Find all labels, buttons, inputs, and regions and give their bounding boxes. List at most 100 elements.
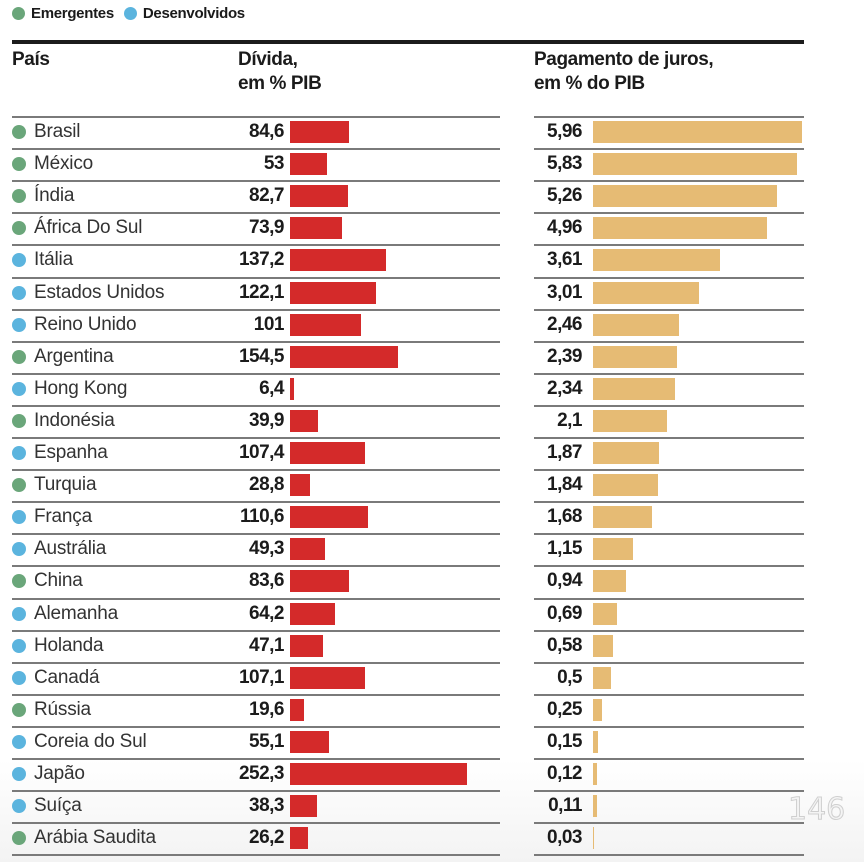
interest-value: 0,5 — [557, 666, 582, 688]
interest-bar — [593, 538, 634, 561]
desenvolvidos-dot-icon — [12, 285, 26, 300]
interest-value: 2,46 — [547, 313, 582, 335]
debt-value: 19,6 — [249, 698, 284, 720]
country-name: Turquia — [34, 474, 97, 496]
legend-label-desenvolvidos: Desenvolvidos — [142, 4, 245, 22]
country-name: Rússia — [34, 698, 91, 720]
row-separator — [12, 758, 500, 760]
column-header-interest-line2: em % do PIB — [534, 73, 645, 94]
country-label: África Do Sul — [12, 217, 142, 239]
interest-value: 0,11 — [548, 795, 582, 817]
interest-bar — [593, 409, 667, 432]
desenvolvidos-dot-icon — [12, 799, 26, 814]
debt-bar — [290, 121, 350, 143]
debt-bar — [290, 795, 317, 818]
interest-bar — [593, 249, 720, 272]
country-label: Indonésia — [12, 410, 115, 432]
row-separator — [534, 212, 804, 215]
emergentes-dot-icon — [12, 189, 26, 204]
column-header-debt-line1: Dívida, — [238, 49, 298, 70]
row-separator — [534, 501, 804, 504]
desenvolvidos-dot-icon — [12, 542, 26, 557]
country-label: Estados Unidos — [12, 282, 164, 304]
legend: Emergentes Desenvolvidos — [12, 3, 245, 23]
debt-value: 55,1 — [249, 730, 284, 752]
interest-value: 5,26 — [547, 185, 582, 207]
interest-bar — [593, 442, 659, 464]
row-separator — [534, 693, 804, 696]
row-separator — [12, 822, 500, 825]
interest-bar — [593, 185, 778, 208]
debt-value: 82,7 — [249, 185, 284, 207]
debt-bar — [290, 345, 399, 368]
country-label: Coreia do Sul — [12, 731, 147, 753]
row-separator — [534, 308, 804, 311]
row-separator — [12, 340, 500, 343]
interest-bar — [593, 506, 652, 529]
emergentes-dot-icon — [12, 349, 26, 364]
interest-bar — [593, 345, 677, 368]
row-separator — [534, 437, 804, 439]
desenvolvidos-dot-icon — [12, 381, 26, 396]
interest-value: 1,68 — [547, 506, 582, 528]
country-label: Arábia Saudita — [12, 827, 156, 849]
country-name: Itália — [34, 249, 73, 271]
debt-bar — [290, 281, 376, 304]
country-label: Japão — [12, 763, 85, 785]
country-name: Indonésia — [34, 409, 115, 431]
interest-bar — [593, 634, 614, 657]
debt-bar — [290, 474, 311, 497]
row-separator — [12, 404, 500, 407]
row-separator — [12, 372, 500, 375]
row-separator — [534, 469, 804, 472]
row-separator — [12, 469, 500, 472]
debt-bar — [290, 730, 329, 753]
debt-value: 84,6 — [249, 121, 284, 142]
interest-bar — [593, 827, 595, 850]
emergentes-dot-icon — [12, 221, 26, 236]
country-name: Alemanha — [34, 602, 118, 624]
page-number-watermark: 146 — [787, 792, 846, 828]
debt-bar — [290, 377, 295, 400]
interest-value: 2,1 — [557, 409, 582, 431]
row-separator — [534, 276, 804, 279]
country-name: França — [34, 506, 92, 528]
row-separator — [12, 854, 500, 857]
debt-value: 64,2 — [249, 602, 284, 624]
country-label: Rússia — [12, 699, 91, 721]
legend-dot-emergentes-icon — [12, 6, 25, 20]
row-separator — [534, 758, 804, 760]
row-separator — [12, 725, 500, 728]
debt-value: 252,3 — [238, 763, 285, 784]
debt-value: 53 — [263, 153, 285, 175]
debt-bar — [290, 602, 336, 625]
legend-label-emergentes: Emergentes — [31, 4, 114, 22]
debt-bar — [290, 666, 366, 689]
debt-value: 107,1 — [238, 666, 285, 688]
country-name: Hong Kong — [34, 377, 128, 399]
interest-bar — [593, 121, 802, 143]
country-name: Brasil — [34, 121, 81, 142]
interest-value: 2,39 — [547, 345, 582, 367]
debt-value: 28,8 — [249, 474, 284, 496]
row-separator — [12, 148, 500, 151]
debt-bar — [290, 249, 387, 272]
country-name: China — [34, 570, 83, 592]
country-label: China — [12, 570, 83, 592]
column-header-country-text: País — [12, 49, 50, 70]
row-separator — [12, 308, 500, 311]
row-separator — [12, 180, 500, 183]
debt-bar — [290, 442, 366, 464]
interest-bar — [593, 570, 626, 593]
row-separator — [534, 725, 804, 728]
debt-bar — [290, 217, 342, 240]
interest-value: 4,96 — [547, 217, 582, 239]
interest-bar — [593, 474, 658, 497]
country-label: Reino Unido — [12, 314, 137, 336]
row-separator — [12, 693, 500, 696]
row-separator — [534, 822, 804, 825]
desenvolvidos-dot-icon — [12, 638, 26, 653]
row-separator — [12, 629, 500, 632]
interest-bar — [593, 763, 598, 785]
debt-bar — [290, 185, 349, 208]
